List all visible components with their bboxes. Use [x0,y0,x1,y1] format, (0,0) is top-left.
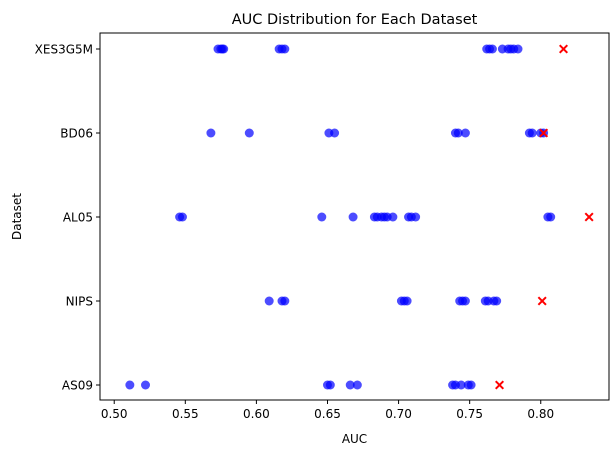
data-point [388,212,398,222]
x-tick-label: 0.75 [456,407,483,421]
x-tick-label: 0.65 [314,407,341,421]
data-point [411,212,421,222]
x-tick-label: 0.70 [385,407,412,421]
data-point [244,128,254,138]
x-tick-label: 0.55 [172,407,199,421]
x-axis-label: AUC [342,432,367,446]
data-point [280,44,290,54]
data-point [348,212,358,222]
data-point [125,380,135,390]
y-tick-label: AL05 [63,211,93,225]
x-tick-label: 0.60 [243,407,270,421]
highlight-point [539,128,549,138]
x-axis: 0.50 0.55 0.60 0.65 0.70 0.75 0.80 [101,400,554,421]
y-tick-label: BD06 [60,127,93,141]
data-point [466,380,476,390]
y-tick-label: XES3G5M [35,43,93,57]
data-point [264,296,274,306]
y-axis: AS09 NIPS AL05 BD06 XES3G5M [35,43,100,393]
highlight-point [495,380,505,390]
x-tick-label: 0.80 [527,407,554,421]
y-axis-label: Dataset [10,193,24,240]
data-points [125,44,594,390]
data-point [456,380,466,390]
data-point [460,128,470,138]
data-point [527,128,537,138]
data-point [453,128,463,138]
data-point [546,212,556,222]
x-tick-label: 0.50 [101,407,128,421]
data-point [402,296,412,306]
highlight-point [584,212,594,222]
data-point [345,380,355,390]
y-tick-label: NIPS [66,295,93,309]
data-point [330,128,340,138]
data-point [140,380,150,390]
data-point [280,296,290,306]
highlight-point [558,44,569,54]
data-point [219,44,229,54]
data-point [325,380,335,390]
data-point [513,44,523,54]
data-point [487,44,497,54]
data-point [460,296,470,306]
data-point [492,296,502,306]
chart-title: AUC Distribution for Each Dataset [232,12,478,28]
data-point [177,212,187,222]
data-point [352,380,362,390]
data-point [317,212,327,222]
y-tick-label: AS09 [62,379,93,393]
highlight-point [537,296,547,306]
data-point [206,128,216,138]
